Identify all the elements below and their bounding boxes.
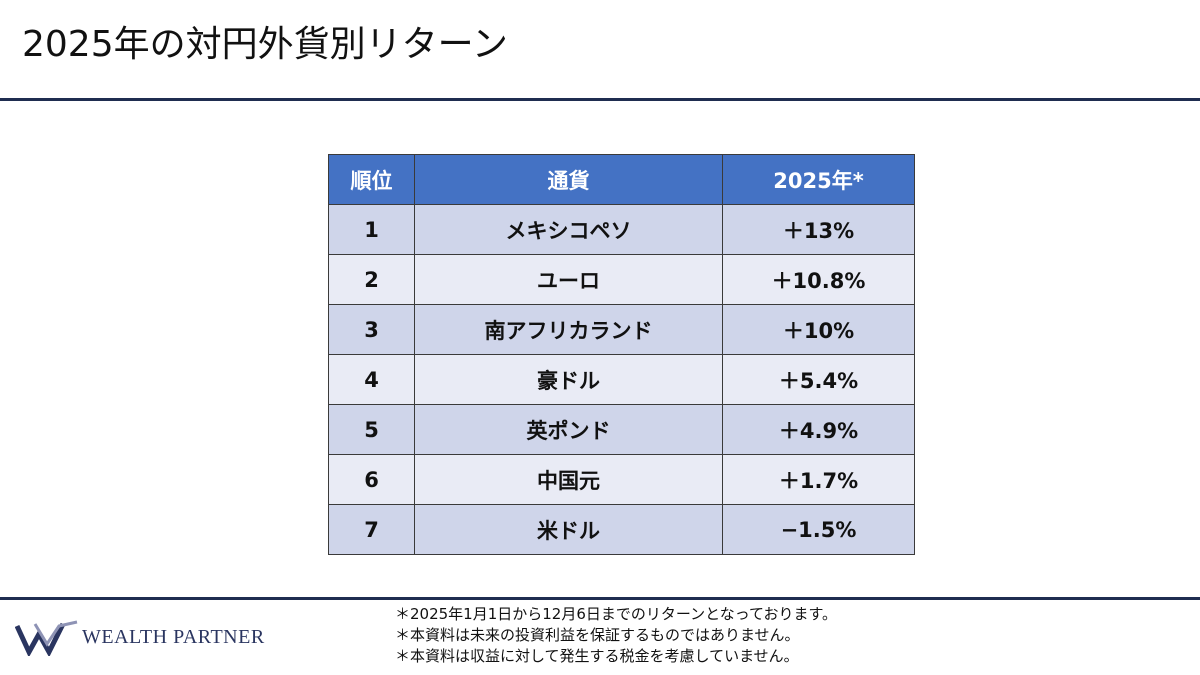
header-row: 順位 通貨 2025年* <box>328 154 915 205</box>
table-cell: 1 <box>328 204 415 255</box>
table-cell: 2 <box>328 254 415 305</box>
table-cell: 南アフリカランド <box>414 304 723 355</box>
table-cell: ＋13% <box>722 204 915 255</box>
table-cell: 7 <box>328 504 415 555</box>
logo-text: WEALTH PARTNER <box>82 626 265 648</box>
table-cell: ＋10% <box>722 304 915 355</box>
table-cell: ユーロ <box>414 254 723 305</box>
table-cell: メキシコペソ <box>414 204 723 255</box>
table-row: 7 米ドル −1.5% <box>328 504 915 555</box>
footnotes: ＊2025年1月1日から12月6日までのリターンとなっております。 ＊本資料は未来… <box>395 604 837 667</box>
table-cell: 英ポンド <box>414 404 723 455</box>
column-header: 順位 <box>328 154 415 205</box>
table-cell: ＋4.9% <box>722 404 915 455</box>
column-header: 通貨 <box>414 154 723 205</box>
table-row: 3 南アフリカランド ＋10% <box>328 304 915 355</box>
footer-rule <box>0 597 1200 600</box>
table-cell: 豪ドル <box>414 354 723 405</box>
header-rule <box>0 98 1200 101</box>
table-cell: 5 <box>328 404 415 455</box>
logo-mark <box>15 620 78 656</box>
table-row: 6 中国元 ＋1.7% <box>328 454 915 505</box>
table-row: 4 豪ドル ＋5.4% <box>328 354 915 405</box>
table-body: 1 メキシコペソ ＋13% 2 ユーロ ＋10.8% 3 南アフリカランド ＋10% 4 豪ドル ＋5… <box>328 204 915 555</box>
footnote: ＊本資料は収益に対して発生する税金を考慮していません。 <box>395 647 799 665</box>
return-table: 順位 通貨 2025年* 1 メキシコペソ ＋13% 2 ユーロ ＋10.8% 3 南アフリカラン… <box>328 154 915 555</box>
slide-title: 2025年の対円外貨別リターン <box>22 24 508 65</box>
table-cell: ＋5.4% <box>722 354 915 405</box>
table-cell: ＋10.8% <box>722 254 915 305</box>
table-cell: 3 <box>328 304 415 355</box>
table-cell: 米ドル <box>414 504 723 555</box>
footnote: ＊本資料は未来の投資利益を保証するものではありません。 <box>395 626 800 644</box>
table-cell: 中国元 <box>414 454 723 505</box>
table-cell: −1.5% <box>722 504 915 555</box>
table-cell: 4 <box>328 354 415 405</box>
column-header: 2025年* <box>722 154 915 205</box>
table-cell: 6 <box>328 454 415 505</box>
table-row: 2 ユーロ ＋10.8% <box>328 254 915 305</box>
table-row: 5 英ポンド ＋4.9% <box>328 404 915 455</box>
table-cell: ＋1.7% <box>722 454 915 505</box>
footnote: ＊2025年1月1日から12月6日までのリターンとなっております。 <box>395 605 837 623</box>
table-row: 1 メキシコペソ ＋13% <box>328 204 915 255</box>
